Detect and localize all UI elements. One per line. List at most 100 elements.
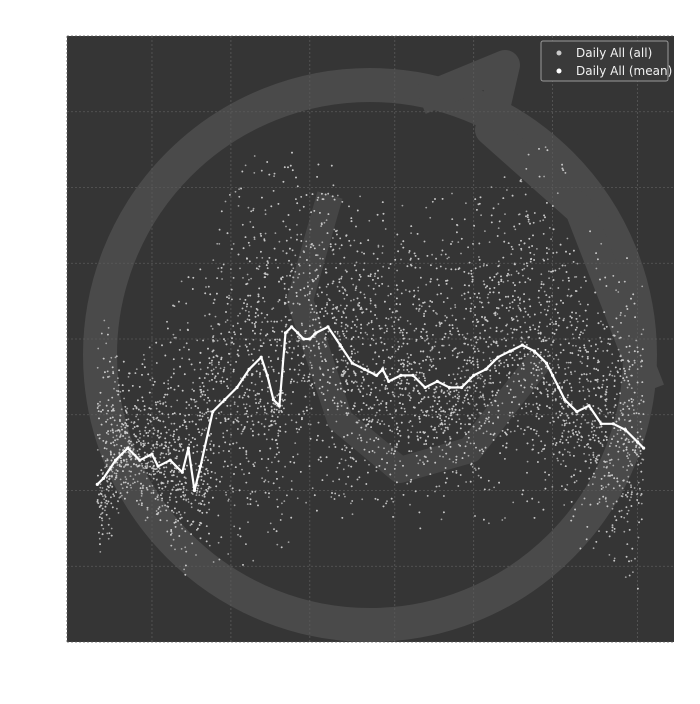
scatter-point [520,428,522,430]
scatter-point [297,345,299,347]
scatter-point [532,404,534,406]
scatter-point [245,310,247,312]
scatter-point [188,501,190,503]
scatter-point [621,437,623,439]
scatter-point [433,358,435,360]
scatter-point [370,303,372,305]
scatter-point [142,485,144,487]
scatter-point [551,295,553,297]
scatter-point [359,434,361,436]
scatter-point [218,542,220,544]
scatter-point [156,510,158,512]
scatter-point [474,417,476,419]
scatter-point [266,438,268,440]
scatter-point [293,277,295,279]
scatter-point [357,385,359,387]
scatter-point [176,449,178,451]
scatter-point [297,277,299,279]
scatter-point [418,310,420,312]
scatter-point [239,298,241,300]
scatter-point [566,327,568,329]
scatter-point [117,377,119,379]
scatter-point [563,460,565,462]
scatter-point [600,243,602,245]
scatter-point [319,244,321,246]
scatter-point [558,359,560,361]
scatter-point [159,400,161,402]
scatter-point [567,238,569,240]
scatter-point [446,258,448,260]
scatter-point [391,452,393,454]
scatter-point [120,433,122,435]
scatter-point [607,366,609,368]
scatter-point [561,424,563,426]
scatter-point [439,386,441,388]
scatter-point [227,553,229,555]
scatter-point [130,475,132,477]
scatter-point [637,368,639,370]
scatter-point [640,453,642,455]
scatter-point [470,339,472,341]
scatter-point [426,339,428,341]
scatter-point [589,373,591,375]
scatter-point [332,354,334,356]
scatter-point [341,458,343,460]
scatter-point [362,364,364,366]
scatter-point [376,318,378,320]
scatter-point [297,453,299,455]
scatter-point [147,509,149,511]
scatter-point [200,434,202,436]
scatter-point [358,420,360,422]
scatter-point [467,333,469,335]
scatter-point [153,490,155,492]
scatter-point [199,386,201,388]
scatter-point [342,360,344,362]
scatter-point [508,310,510,312]
scatter-point [261,321,263,323]
scatter-point [279,487,281,489]
scatter-point [560,439,562,441]
scatter-point [104,502,106,504]
scatter-point [343,468,345,470]
scatter-point [185,500,187,502]
scatter-point [512,308,514,310]
scatter-point [582,332,584,334]
scatter-point [508,269,510,271]
scatter-point [168,417,170,419]
scatter-point [583,390,585,392]
scatter-point [152,485,154,487]
scatter-point [252,420,254,422]
scatter-point [571,401,573,403]
scatter-point [145,520,147,522]
scatter-point [276,544,278,546]
scatter-point [282,250,284,252]
scatter-point [173,539,175,541]
scatter-point [480,214,482,216]
scatter-point [270,523,272,525]
scatter-point [317,293,319,295]
scatter-point [479,266,481,268]
scatter-point [167,383,169,385]
scatter-point [320,225,322,227]
scatter-point [341,276,343,278]
scatter-point [487,294,489,296]
scatter-point [221,476,223,478]
scatter-point [250,428,252,430]
scatter-point [190,407,192,409]
scatter-point [506,189,508,191]
scatter-point [641,428,643,430]
scatter-point [116,508,118,510]
scatter-point [372,334,374,336]
scatter-point [112,471,114,473]
scatter-point [383,423,385,425]
scatter-point [273,175,275,177]
scatter-point [596,268,598,270]
scatter-point [555,413,557,415]
scatter-point [135,474,137,476]
scatter-point [454,304,456,306]
scatter-point [114,479,116,481]
scatter-point [549,422,551,424]
scatter-point [376,470,378,472]
scatter-point [184,546,186,548]
scatter-point [475,469,477,471]
